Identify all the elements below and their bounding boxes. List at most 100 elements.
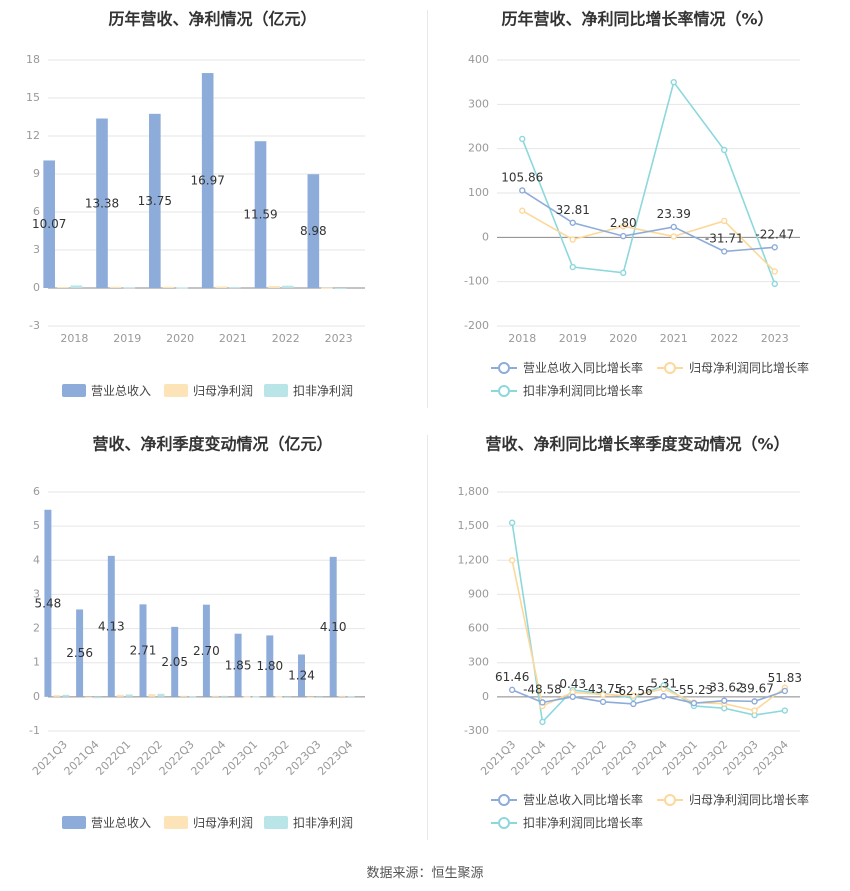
- bar-revenue: [254, 141, 267, 288]
- bar-deducted-profit: [125, 694, 133, 697]
- legend-marker: [498, 794, 510, 806]
- data-point: [630, 700, 637, 708]
- y-tick-label: 3: [33, 587, 40, 600]
- data-label: 32.81: [556, 203, 590, 217]
- data-point: [751, 707, 758, 714]
- bar-net-profit: [321, 287, 333, 289]
- x-tick-label: 2018: [60, 332, 88, 345]
- y-tick-label: 1,200: [458, 553, 490, 566]
- bar-net-profit: [85, 696, 93, 698]
- bar-revenue: [171, 626, 179, 697]
- legend-item: 营业总收入同比增长率: [491, 360, 643, 375]
- data-label: 11.59: [243, 208, 277, 222]
- data-point: [508, 686, 516, 694]
- data-point: [599, 698, 607, 706]
- data-point: [721, 248, 728, 255]
- annual-revenue-profit-chart: 历年营收、净利情况（亿元） -3 0 3 6 9 12 15 18 2018 2019 2020 202…: [0, 0, 425, 420]
- data-point: [771, 244, 778, 251]
- y-tick-label: -3: [29, 319, 40, 332]
- y-tick-label: 0: [33, 281, 40, 294]
- y-tick-label: 6: [33, 205, 40, 218]
- data-label: 4.10: [320, 620, 347, 634]
- data-label: 8.98: [300, 224, 327, 238]
- y-tick-label: 18: [26, 53, 40, 66]
- legend-item: 营业总收入: [62, 384, 151, 398]
- data-point: [539, 718, 546, 726]
- data-point: [660, 693, 667, 700]
- data-source-note: 数据来源：恒生聚源: [366, 866, 484, 881]
- legend-swatch: [264, 816, 288, 829]
- legend-swatch: [62, 816, 86, 829]
- data-label: 16.97: [190, 174, 224, 188]
- data-label: 2.56: [66, 646, 93, 660]
- x-tick-label: 2022: [272, 332, 300, 345]
- x-tick-label: 2019: [559, 332, 587, 345]
- bar-deducted-profit: [229, 287, 241, 289]
- bar-deducted-profit: [252, 696, 260, 698]
- data-point: [630, 692, 637, 699]
- bar-deducted-profit: [157, 693, 165, 697]
- y-tick-label: 1,800: [458, 485, 490, 498]
- bar-revenue: [149, 113, 161, 288]
- bar-net-profit: [56, 286, 69, 288]
- data-label: 13.75: [138, 194, 172, 208]
- data-point: [569, 693, 576, 701]
- bar-deducted-profit: [189, 696, 197, 698]
- bar-revenue: [298, 654, 305, 697]
- series-line-revenue-growth: [521, 189, 775, 253]
- data-label: -31.71: [705, 231, 744, 245]
- y-tick-label: 2: [33, 622, 40, 635]
- legend-label: 归母净利润: [193, 384, 253, 398]
- legend-swatch: [164, 816, 188, 829]
- data-label: 2.71: [130, 644, 157, 658]
- data-label: 10.07: [32, 217, 66, 231]
- series-line-revenue-growth: [511, 689, 786, 705]
- legend-marker: [664, 794, 676, 806]
- x-tick-label: 2020: [166, 332, 194, 345]
- data-label: 105.86: [501, 170, 543, 184]
- x-tick-label: 2019: [113, 332, 141, 345]
- y-tick-label: -200: [464, 319, 489, 332]
- legend-swatch: [264, 384, 288, 397]
- legend-item: 扣非净利润: [264, 816, 353, 830]
- bar-deducted-profit: [176, 287, 188, 289]
- data-label: -39.67: [735, 681, 774, 695]
- data-label: 5.48: [35, 596, 62, 610]
- data-point: [781, 687, 789, 695]
- data-point: [620, 223, 627, 230]
- bar-deducted-profit: [220, 695, 228, 697]
- data-point: [519, 135, 526, 143]
- legend-item: 扣非净利润同比增长率: [491, 815, 643, 830]
- data-label: 1.80: [256, 659, 283, 673]
- y-tick-label: 0: [482, 690, 489, 703]
- data-label: 0.43: [559, 677, 586, 691]
- bar-net-profit: [109, 286, 122, 288]
- data-label: -55.23: [675, 683, 714, 697]
- bar-net-profit: [338, 695, 346, 697]
- y-tick-label: 1,500: [458, 519, 490, 532]
- data-label: 61.46: [495, 670, 529, 684]
- legend-item: 营业总收入同比增长率: [491, 792, 643, 807]
- y-tick-label: 0: [33, 690, 40, 703]
- y-tick-label: 9: [33, 167, 40, 180]
- data-point: [771, 268, 778, 275]
- legend-item: 归母净利润同比增长率: [657, 360, 809, 375]
- y-tick-label: 4: [33, 553, 40, 566]
- legend-label: 营业总收入同比增长率: [523, 792, 643, 807]
- chart-svg: 营收、净利同比增长率季度变动情况（%） -300 0 300 600 900 1,200 1,…: [458, 435, 810, 831]
- data-point: [721, 217, 728, 225]
- data-point: [721, 146, 728, 154]
- divider: [427, 435, 428, 840]
- data-label: -48.58: [523, 682, 562, 696]
- bar-net-profit: [306, 696, 314, 698]
- data-label: 13.38: [85, 196, 119, 210]
- y-tick-label: 0: [482, 230, 489, 243]
- x-tick-label: 2020: [609, 332, 637, 345]
- bar-deducted-profit: [347, 696, 355, 698]
- data-label: 2.80: [610, 216, 637, 230]
- x-tick-label: 2023: [325, 332, 353, 345]
- data-point: [519, 207, 526, 214]
- data-point: [569, 219, 576, 226]
- data-point: [771, 280, 778, 288]
- data-label: 5.31: [650, 676, 677, 690]
